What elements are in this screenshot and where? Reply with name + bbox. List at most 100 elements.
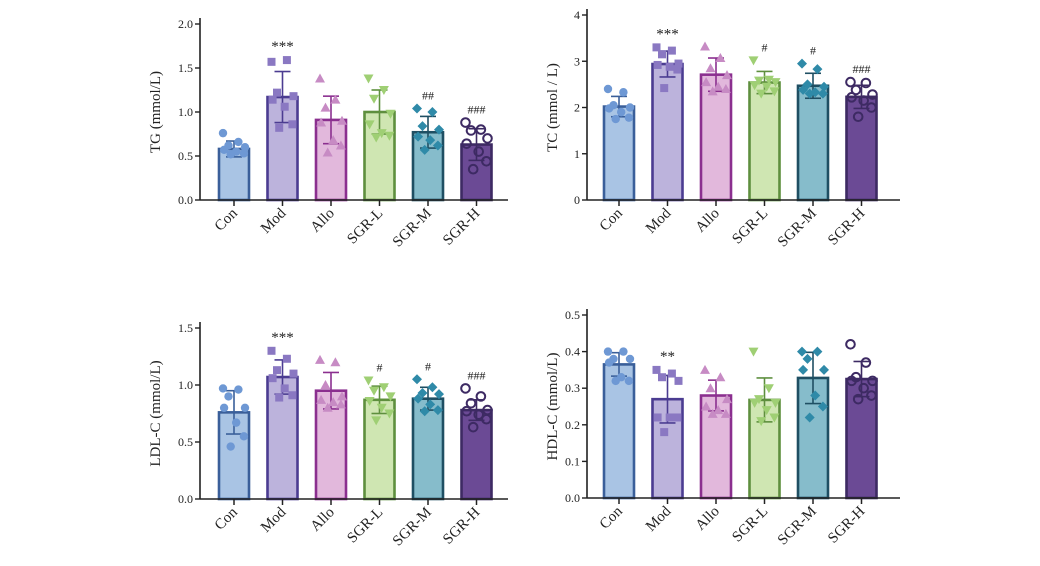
data-point	[475, 391, 487, 402]
data-point	[363, 376, 374, 386]
data-point	[234, 385, 243, 394]
y-tick-label: 1.5	[178, 321, 193, 335]
y-tick-label: 0.0	[178, 193, 193, 207]
data-point	[713, 81, 724, 91]
data-point	[653, 60, 662, 69]
data-point	[660, 84, 669, 93]
y-tick-label: 0	[574, 193, 580, 207]
data-point	[860, 77, 872, 89]
data-point	[798, 364, 809, 375]
data-point	[858, 95, 870, 106]
data-point	[674, 376, 683, 385]
data-point	[425, 399, 436, 410]
data-point	[769, 87, 780, 97]
data-point	[852, 393, 864, 405]
data-point	[812, 346, 823, 357]
data-point	[364, 120, 375, 130]
data-point	[330, 94, 341, 104]
data-point	[667, 369, 676, 378]
data-point	[852, 111, 864, 123]
y-axis-label: TC (mmol / L)	[545, 63, 561, 152]
x-tick-label: SGR-L	[344, 505, 386, 547]
data-point	[770, 398, 781, 408]
data-point	[240, 403, 250, 412]
data-point	[465, 125, 477, 136]
data-point	[846, 92, 857, 103]
data-point	[817, 88, 828, 99]
data-point	[320, 102, 331, 112]
data-point	[363, 74, 374, 84]
data-point	[611, 376, 620, 386]
data-point	[701, 401, 712, 411]
data-point	[819, 81, 829, 92]
data-point	[315, 73, 325, 83]
data-point	[619, 347, 628, 356]
data-point	[316, 117, 327, 127]
data-point	[748, 56, 759, 66]
data-point	[289, 92, 298, 101]
y-tick-label: 2.0	[178, 17, 193, 31]
x-tick-label: Allo	[693, 504, 723, 534]
data-point	[413, 393, 424, 404]
data-point	[761, 406, 772, 416]
y-tick-label: 0.4	[565, 345, 580, 359]
data-point	[665, 62, 674, 71]
data-point	[761, 82, 772, 92]
data-point	[713, 405, 724, 415]
data-point	[700, 41, 710, 51]
data-point	[611, 114, 620, 124]
data-point	[604, 358, 614, 367]
data-point	[412, 103, 422, 114]
data-point	[770, 78, 781, 88]
significance-label: ###	[468, 368, 486, 382]
significance-label: ##	[422, 88, 434, 102]
data-point	[769, 413, 780, 423]
data-point	[652, 43, 661, 52]
data-point	[322, 147, 333, 157]
data-point	[866, 390, 877, 401]
data-point	[845, 76, 856, 88]
data-point	[722, 394, 732, 404]
data-point	[658, 50, 666, 59]
data-point	[378, 383, 389, 393]
x-tick-label: SGR-L	[729, 206, 771, 248]
data-point	[705, 383, 716, 393]
data-point	[419, 406, 430, 417]
x-tick-label: SGR-H	[825, 503, 868, 546]
data-point	[603, 347, 613, 356]
data-point	[280, 102, 289, 111]
y-tick-label: 1.5	[178, 61, 193, 75]
data-point	[624, 376, 634, 386]
data-point	[461, 138, 472, 149]
y-tick-label: 1	[574, 147, 580, 161]
data-point	[328, 135, 339, 145]
data-point	[371, 133, 382, 143]
data-point	[658, 373, 666, 382]
data-point	[701, 77, 712, 87]
data-point	[427, 107, 438, 117]
data-point	[804, 88, 815, 99]
data-point	[434, 124, 444, 135]
data-point	[850, 84, 862, 96]
error-bar	[274, 70, 291, 124]
data-point	[275, 123, 284, 132]
data-point	[465, 397, 477, 409]
data-point	[460, 117, 471, 128]
data-point	[330, 357, 341, 367]
data-point	[475, 124, 487, 135]
data-point	[384, 131, 395, 141]
data-point	[754, 76, 764, 86]
data-point	[624, 113, 634, 122]
x-tick-label: Allo	[308, 206, 338, 236]
y-tick-label: 0.5	[565, 308, 580, 322]
data-point	[328, 397, 339, 407]
data-point	[763, 75, 774, 85]
data-point	[467, 421, 479, 433]
data-point	[268, 374, 277, 383]
data-point	[797, 346, 807, 357]
x-tick-label: Mod	[258, 504, 290, 536]
x-tick-label: SGR-L	[729, 504, 771, 546]
data-point	[461, 405, 472, 417]
significance-label: #	[810, 44, 816, 58]
